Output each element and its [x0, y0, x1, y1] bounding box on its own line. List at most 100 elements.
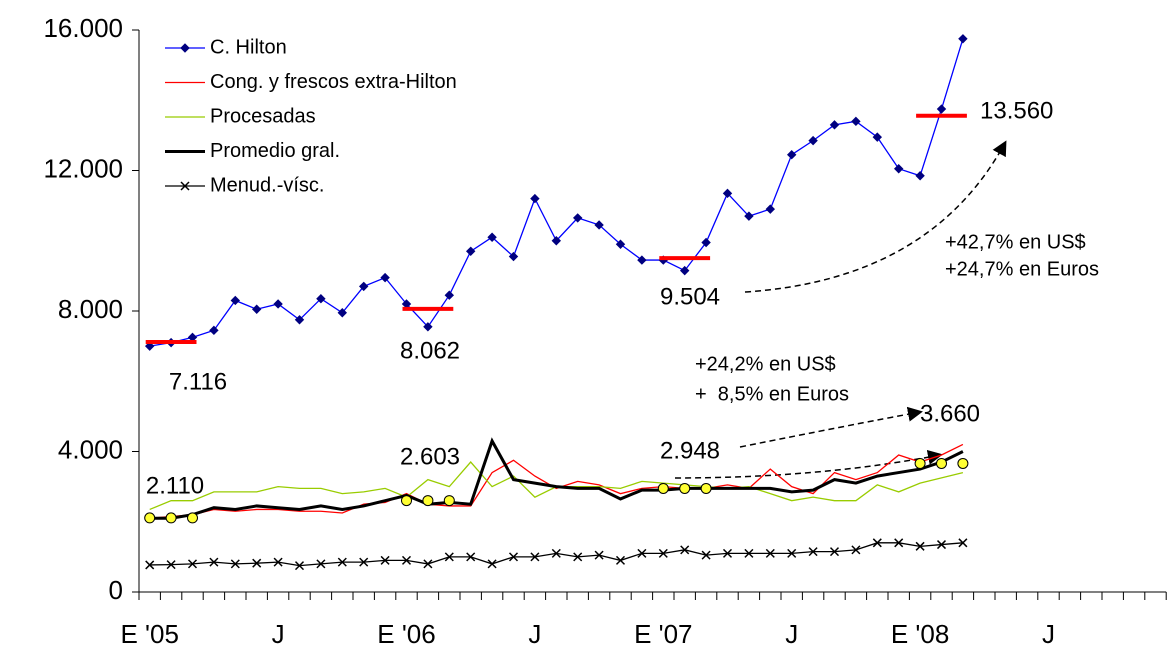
average-label: 2.603 — [400, 443, 460, 470]
point — [508, 251, 519, 262]
point — [444, 290, 455, 300]
point — [958, 538, 968, 548]
average-point — [936, 457, 947, 469]
point — [380, 555, 390, 565]
y-tick-label: 16.000 — [43, 13, 123, 43]
point — [530, 193, 540, 204]
point — [701, 237, 711, 248]
arrows — [674, 140, 1007, 479]
point — [273, 557, 283, 567]
x-tick-label: J — [1042, 619, 1055, 649]
average-point — [187, 512, 198, 524]
arrow — [744, 140, 1007, 293]
point — [808, 547, 818, 557]
annotation: +24,2% en US$ — [695, 353, 836, 375]
average-label: 2.948 — [660, 437, 720, 464]
x-tick-label: J — [785, 619, 798, 649]
point — [936, 104, 947, 114]
annotation: +24,7% en Euros — [945, 258, 1099, 280]
point — [936, 540, 947, 550]
point — [316, 293, 326, 304]
average-point — [914, 457, 926, 469]
point — [423, 322, 433, 332]
point — [337, 557, 347, 567]
point — [487, 559, 497, 569]
point — [423, 559, 433, 569]
point — [851, 545, 861, 555]
point — [573, 552, 583, 562]
arrow — [739, 406, 923, 448]
point — [316, 559, 326, 569]
point — [508, 552, 519, 562]
point — [465, 246, 476, 256]
point — [401, 555, 412, 565]
point — [594, 550, 604, 560]
point — [359, 557, 369, 567]
arrow — [674, 449, 943, 479]
point — [530, 552, 540, 562]
point — [166, 560, 176, 570]
average-point — [144, 512, 156, 524]
average-label: 13.560 — [980, 97, 1053, 124]
point — [829, 547, 840, 557]
average-point — [957, 457, 969, 469]
point — [144, 341, 155, 351]
point — [180, 43, 190, 53]
point — [615, 239, 626, 249]
average-label: 3.660 — [920, 400, 980, 427]
point — [380, 272, 390, 283]
point — [273, 299, 283, 309]
point — [444, 552, 454, 562]
point — [915, 171, 925, 181]
average-label: 8.062 — [400, 337, 460, 364]
point — [230, 295, 241, 306]
point — [851, 116, 861, 127]
point — [829, 120, 840, 130]
series-line — [149, 437, 964, 520]
point — [765, 204, 776, 214]
point — [551, 548, 561, 558]
x-tick-label: J — [272, 619, 285, 649]
average-point — [700, 482, 712, 494]
point — [915, 541, 925, 551]
point — [679, 265, 690, 276]
point — [551, 236, 562, 246]
point — [252, 558, 262, 568]
average-label: 2.110 — [146, 472, 204, 499]
point — [894, 538, 904, 548]
point — [487, 232, 497, 242]
point — [209, 325, 219, 336]
point — [744, 548, 754, 558]
point — [958, 34, 968, 44]
point — [145, 560, 155, 570]
point — [701, 550, 711, 560]
y-tick-label: 8.000 — [58, 294, 123, 324]
point — [637, 548, 647, 558]
average-point — [165, 512, 177, 524]
point — [786, 149, 797, 160]
point — [722, 188, 733, 199]
x-tick-label: E '07 — [634, 619, 692, 649]
point — [466, 552, 476, 562]
point — [180, 181, 190, 191]
average-point — [657, 482, 669, 494]
point — [187, 559, 198, 569]
point — [722, 548, 733, 558]
average-point — [679, 482, 691, 494]
legend-label: Procesadas — [210, 105, 316, 127]
point — [637, 255, 647, 265]
point — [594, 220, 604, 230]
point — [209, 557, 219, 567]
annotation: +42,7% en US$ — [945, 231, 1086, 253]
legend-label: C. Hilton — [210, 36, 287, 58]
average-label: 9.504 — [660, 283, 720, 310]
legend-label: Promedio gral. — [210, 140, 340, 162]
point — [572, 213, 583, 223]
point — [765, 548, 775, 558]
point — [787, 548, 797, 558]
point — [872, 538, 882, 548]
x-tick-label: E '05 — [120, 619, 178, 649]
point — [230, 559, 240, 569]
point — [658, 548, 668, 558]
